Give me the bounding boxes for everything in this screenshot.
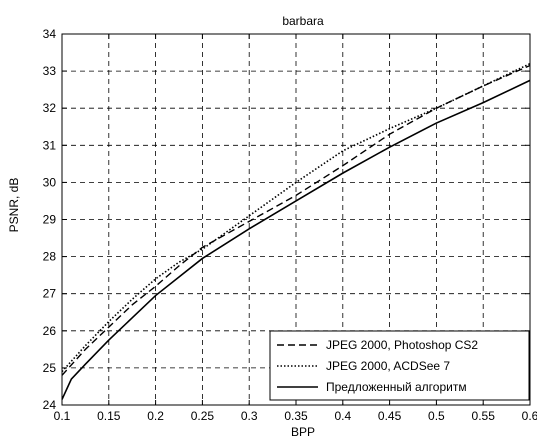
legend-label-1: JPEG 2000, Photoshop CS2 <box>326 338 478 352</box>
x-tick-label: 0.45 <box>378 409 402 423</box>
legend-label-2: JPEG 2000, ACDSee 7 <box>326 359 450 373</box>
chart-title: barbara <box>282 14 324 28</box>
y-tick-label: 28 <box>43 250 57 264</box>
y-tick-label: 34 <box>43 27 57 41</box>
x-tick-label: 0.3 <box>241 409 258 423</box>
series-line-2 <box>61 62 531 373</box>
y-tick-label: 32 <box>43 101 57 115</box>
series-line-3 <box>61 79 531 400</box>
y-axis-label: PSNR, dB <box>7 178 21 233</box>
legend: JPEG 2000, Photoshop CS2 JPEG 2000, ACDSe… <box>269 330 530 401</box>
series-line-1 <box>61 64 531 376</box>
x-tick-label: 0.2 <box>147 409 164 423</box>
series-group <box>61 62 531 400</box>
legend-items: JPEG 2000, Photoshop CS2 JPEG 2000, ACDSe… <box>277 338 478 394</box>
x-tick-label: 0.1 <box>54 409 71 423</box>
legend-label-3: Предложенный алгоритм <box>326 380 467 394</box>
x-tick-label: 0.4 <box>334 409 351 423</box>
x-tick-label: 0.15 <box>97 409 121 423</box>
x-tick-label: 0.6 <box>522 409 537 423</box>
x-tick-label: 0.5 <box>428 409 445 423</box>
x-axis-label: BPP <box>291 425 315 439</box>
y-tick-label: 29 <box>43 213 57 227</box>
ticks: 0.1 0.15 0.2 0.25 0.3 0.35 0.4 0.45 0.5 0.55 0.6 24… <box>43 27 537 423</box>
y-tick-label: 25 <box>43 361 57 375</box>
x-tick-label: 0.35 <box>284 409 308 423</box>
y-tick-label: 30 <box>43 175 57 189</box>
x-tick-label: 0.25 <box>191 409 215 423</box>
y-tick-label: 26 <box>43 324 57 338</box>
y-tick-label: 27 <box>43 287 57 301</box>
y-tick-label: 24 <box>43 398 57 412</box>
y-tick-label: 33 <box>43 64 57 78</box>
y-tick-label: 31 <box>43 138 57 152</box>
x-tick-label: 0.55 <box>472 409 496 423</box>
